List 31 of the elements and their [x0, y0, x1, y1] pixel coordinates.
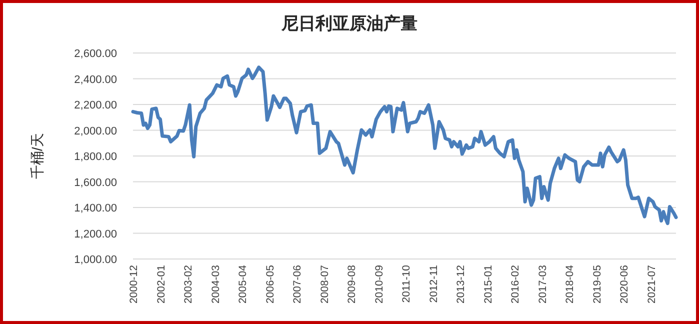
x-tick-label: 2010-09 [373, 264, 386, 304]
x-tick-label: 2019-05 [591, 264, 604, 304]
x-tick-label: 2000-12 [128, 264, 140, 304]
x-tick-label: 2003-02 [182, 264, 195, 304]
x-tick-label: 2006-05 [264, 264, 276, 304]
x-tick-label: 2008-07 [318, 264, 331, 304]
y-tick-label: 1,000.00 [74, 254, 117, 266]
x-tick-label: 2004-03 [210, 264, 222, 304]
y-tick-label: 1,800.00 [74, 151, 117, 163]
y-tick-label: 2,600.00 [74, 48, 117, 60]
y-tick-label: 2,200.00 [74, 100, 117, 112]
y-tick-label: 2,000.00 [74, 125, 117, 138]
x-tick-label: 2011-10 [400, 264, 413, 303]
x-tick-label: 2002-01 [155, 264, 168, 304]
chart-title: 尼日利亚原油产量 [280, 14, 418, 33]
y-axis-title: 千桶/天 [29, 133, 45, 179]
x-tick-label: 2016-02 [510, 264, 522, 304]
x-tick-label: 2020-06 [618, 264, 631, 304]
x-tick-label: 2009-08 [346, 264, 358, 304]
x-tick-label: 2021-07 [646, 264, 658, 304]
x-tick-label: 2013-12 [455, 264, 468, 304]
x-tick-label: 2015-01 [482, 264, 494, 304]
y-tick-label: 2,400.00 [74, 74, 117, 86]
x-tick-label: 2017-03 [536, 264, 549, 304]
y-tick-label: 1,600.00 [74, 176, 117, 189]
x-tick-label: 2012-11 [428, 264, 440, 303]
y-tick-label: 1,400.00 [74, 202, 117, 214]
y-tick-label: 1,200.00 [74, 228, 117, 240]
x-tick-label: 2018-04 [564, 264, 576, 304]
x-tick-label: 2005-04 [237, 264, 250, 304]
x-tick-label: 2007-06 [292, 264, 304, 304]
